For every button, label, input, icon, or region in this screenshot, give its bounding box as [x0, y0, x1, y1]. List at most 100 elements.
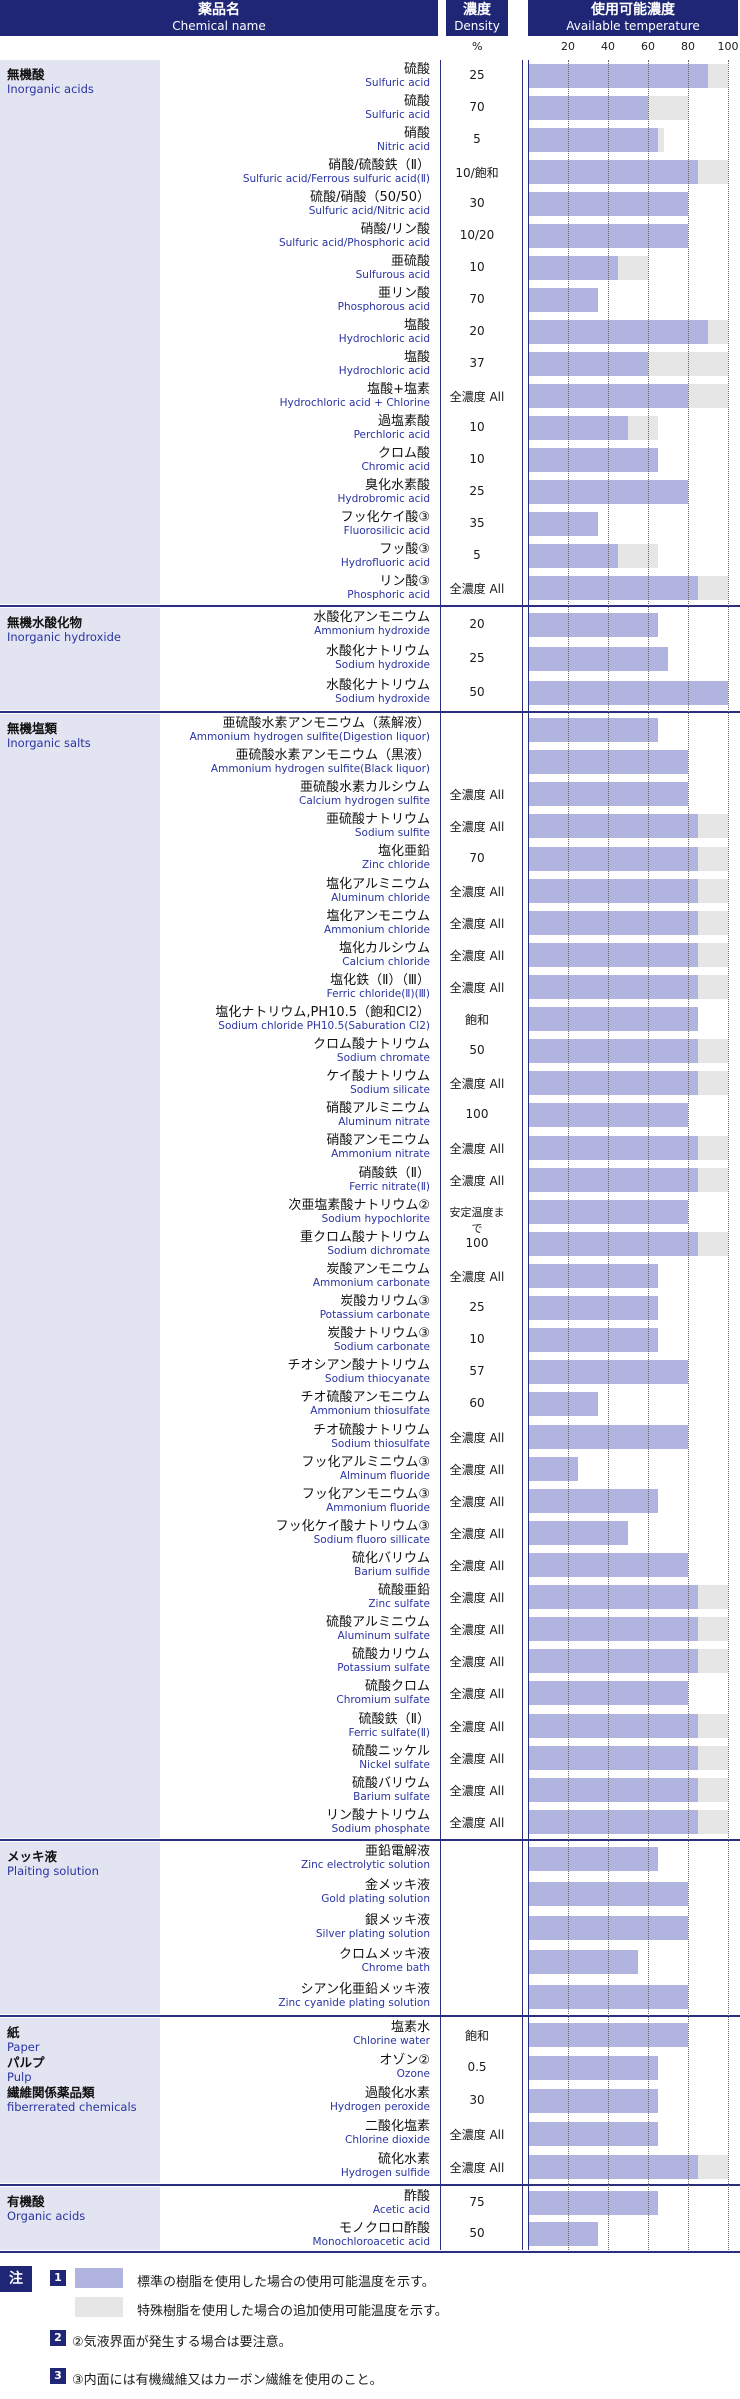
standard-temperature-bar — [528, 1135, 698, 1160]
standard-temperature-bar — [528, 910, 698, 935]
category-name-ja: メッキ液 — [7, 1849, 58, 1864]
table-row: クロム酸ナトリウム Sodium chromate 50 — [0, 1035, 740, 1067]
chemical-name-en: Chlorine water — [353, 2035, 430, 2047]
chemical-name-ja: 硫化バリウム — [351, 1550, 430, 1566]
table-row: 塩素水 Chlorine water 飽和 — [0, 2018, 740, 2051]
table-row: 硫酸 Sulfuric acid 25 — [0, 60, 740, 92]
table-row: 塩酸 Hydrochloric acid 37 — [0, 348, 740, 380]
chemical-name: 塩化アルミニウム Aluminum chloride — [326, 877, 430, 904]
chemical-name-ja: シアン化亜鉛メッキ液 — [300, 1981, 430, 1997]
chemical-name: 銀メッキ液 Silver plating solution — [316, 1913, 430, 1940]
legend-standard-swatch — [75, 2268, 123, 2288]
chemical-name: 亜硫酸水素アンモニウム（蒸解液） Ammonium hydrogen sulfit… — [190, 716, 430, 743]
table-row: 水酸化ナトリウム Sodium hydroxide 25 — [0, 642, 740, 676]
chemical-name-en: Silver plating solution — [315, 1927, 430, 1940]
density-value: 75 — [469, 2194, 485, 2209]
chemical-name: 炭酸カリウム③ Potassium carbonate — [320, 1294, 430, 1321]
density-value: 37 — [469, 356, 485, 370]
density-value: 60 — [469, 1396, 485, 1411]
table-row: 硫酸/硝酸（50/50） Sulfuric acid/Nitric acid 30 — [0, 188, 740, 220]
chemical-name: フッ化アンモニウム③ Ammonium fluoride — [302, 1487, 430, 1514]
chemical-name: 硫酸鉄（Ⅱ） Ferric sulfate(Ⅱ) — [348, 1712, 430, 1739]
standard-temperature-bar — [528, 64, 708, 88]
header-density-en: Density — [454, 19, 500, 33]
table-row: 塩化アルミニウム Aluminum chloride 全濃度 All — [0, 875, 740, 907]
chemical-name-en: Hydrogen sulfide — [340, 2167, 430, 2179]
chemical-name-en: Fluorosilicic acid — [343, 525, 430, 537]
density-value: 10 — [469, 420, 485, 434]
table-row: 硫酸カリウム Potassium sulfate 全濃度 All — [0, 1645, 740, 1677]
table-row: 酢酸 Acetic acid 75 — [0, 2187, 740, 2219]
standard-temperature-bar — [528, 1847, 658, 1872]
density-value: 全濃度 All — [449, 1751, 505, 1766]
table-row: 塩化亜鉛 Zinc chloride 70 — [0, 842, 740, 874]
chemical-name-en: Aluminum sulfate — [337, 1630, 430, 1643]
density-value: 25 — [469, 484, 485, 498]
legend-standard-text: 標準の樹脂を使用した場合の使用可能温度を示す。 — [137, 2275, 435, 2290]
standard-temperature-bar — [528, 256, 618, 280]
category-name-ja: 繊維関係薬品類 — [7, 2085, 95, 2100]
table-row: 亜硫酸 Sulfurous acid 10 — [0, 252, 740, 284]
table-row: フッ化アルミニウム③ Alminum fluoride 全濃度 All — [0, 1453, 740, 1485]
chemical-name-en: Acetic acid — [372, 2204, 430, 2216]
density-value: 全濃度 All — [449, 1269, 505, 1284]
category-name-ja: パルプ — [7, 2055, 45, 2070]
density-value: 10/飽和 — [455, 166, 499, 180]
standard-temperature-bar — [528, 1328, 658, 1353]
table-row: 亜リン酸 Phosphorous acid 70 — [0, 284, 740, 316]
chemical-name-ja: 塩化カルシウム — [338, 940, 430, 956]
table-row: 銀メッキ液 Silver plating solution — [0, 1911, 740, 1945]
density-value: 10/20 — [459, 228, 495, 242]
table-row: 過塩素酸 Perchloric acid 10 — [0, 412, 740, 444]
chemical-name: 金メッキ液 Gold plating solution — [321, 1878, 430, 1905]
chemical-name-ja: フッ化アルミニウム③ — [301, 1454, 430, 1470]
table-row: フッ化ケイ酸③ Fluorosilicic acid 35 — [0, 508, 740, 540]
section-divider — [0, 605, 740, 607]
density-value: 25 — [469, 651, 485, 665]
density-value: 20 — [469, 617, 485, 631]
chemical-name-ja: 硝酸/硫酸鉄（Ⅱ） — [328, 158, 430, 173]
table-row: 亜硫酸水素アンモニウム（黒液） Ammonium hydrogen sulfite… — [0, 746, 740, 778]
table-row: 硫酸亜鉛 Zinc sulfate 全濃度 All — [0, 1581, 740, 1613]
chemical-name: 塩化亜鉛 Zinc chloride — [362, 844, 430, 871]
chemical-name-ja: 亜硫酸水素アンモニウム（蒸解液） — [222, 716, 430, 731]
chemical-name: 硫酸アルミニウム Aluminum sulfate — [326, 1615, 430, 1642]
chemical-name-en: Sodium sulfite — [354, 827, 430, 840]
table-row: 硝酸アルミニウム Aluminum nitrate 100 — [0, 1099, 740, 1131]
standard-temperature-bar — [528, 974, 698, 999]
header-name-ja: 薬品名 — [198, 2, 240, 18]
table-row: フッ酸③ Hydrofluoric acid 5 — [0, 540, 740, 572]
chemical-name: 塩化カルシウム Calcium chloride — [339, 941, 430, 968]
chemical-name-en: Sodium chromate — [336, 1052, 430, 1065]
standard-temperature-bar — [528, 96, 648, 120]
table-row: 硫化水素 Hydrogen sulfide 全濃度 All — [0, 2150, 740, 2183]
standard-temperature-bar — [528, 2190, 658, 2215]
chemical-name-ja: 亜硫酸ナトリウム — [325, 812, 430, 828]
density-value: 全濃度 All — [449, 884, 505, 899]
category-name-ja: 無機酸 — [7, 67, 45, 82]
density-value: 5 — [473, 548, 481, 562]
chemical-name: 水酸化ナトリウム Sodium hydroxide — [326, 644, 430, 671]
chemical-name-en: Sodium hydroxide — [335, 693, 430, 705]
density-value: 25 — [469, 1300, 485, 1315]
chemical-name-ja: 臭化水素酸 — [364, 478, 430, 493]
table-row: 塩酸 Hydrochloric acid 20 — [0, 316, 740, 348]
category-name-en: Inorganic hydroxide — [7, 630, 121, 644]
table-row: 次亜塩素酸ナトリウム② Sodium hypochlorite 安定温度まで — [0, 1196, 740, 1235]
table-row: フッ化アンモニウム③ Ammonium fluoride 全濃度 All — [0, 1485, 740, 1517]
chemical-name-ja: 水酸化ナトリウム — [325, 678, 430, 693]
standard-temperature-bar — [528, 352, 648, 376]
chemical-name-en: Hydrogen peroxide — [330, 2101, 430, 2113]
chemical-name-en: Ammonium carbonate — [312, 1276, 430, 1289]
standard-temperature-bar — [528, 416, 628, 440]
chemical-name: 次亜塩素酸ナトリウム② Sodium hypochlorite — [288, 1198, 430, 1225]
chemical-name: 硝酸鉄（Ⅱ） Ferric nitrate(Ⅱ) — [349, 1166, 430, 1193]
chemical-name-ja: チオ硫酸アンモニウム — [300, 1390, 430, 1406]
chemical-name-en: Ammonium chloride — [324, 923, 430, 936]
chemical-name-ja: 重クロム酸ナトリウム — [299, 1229, 430, 1245]
chemical-name-en: Ammonium hydrogen sulfite(Digestion liqu… — [189, 731, 430, 743]
density-value: 全濃度 All — [449, 1494, 505, 1509]
note-number-2: 2 — [50, 2330, 66, 2346]
chemical-name-ja: クロムメッキ液 — [338, 1947, 430, 1963]
